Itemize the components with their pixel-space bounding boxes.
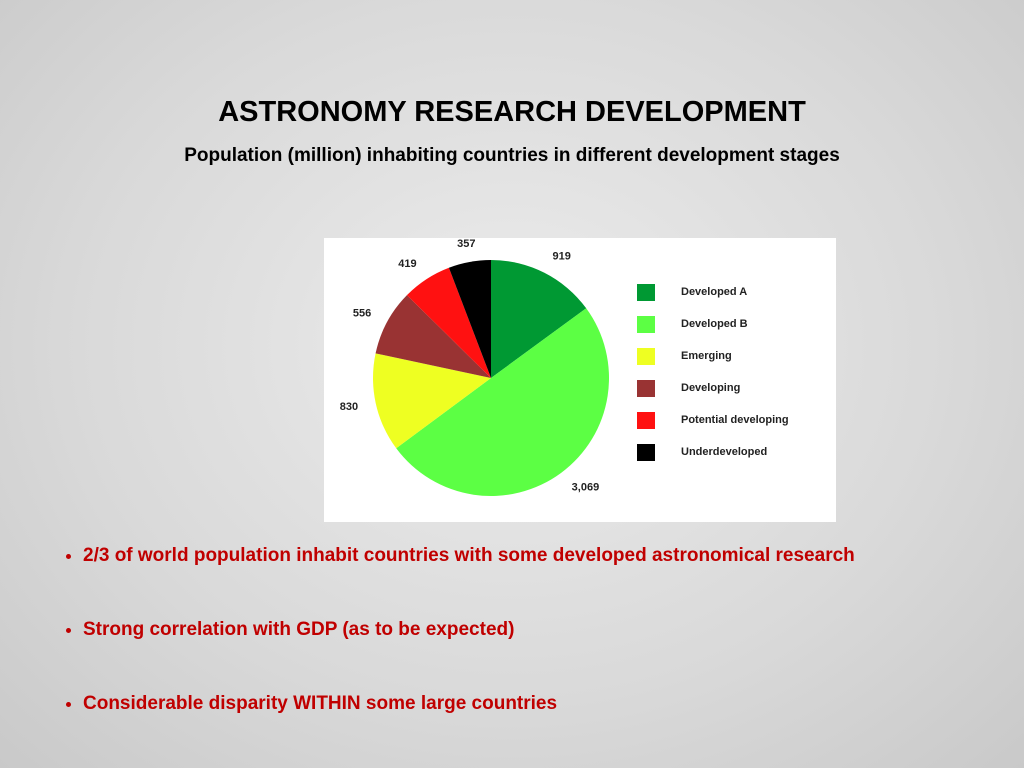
pie-slice (396, 308, 609, 496)
legend-label: Developed B (681, 318, 748, 330)
pie-slice (491, 260, 587, 378)
bullet: Strong correlation with GDP (as to be ex… (83, 614, 963, 645)
legend-label: Potential developing (681, 414, 789, 426)
legend-swatch (637, 348, 655, 365)
legend-swatch (637, 284, 655, 301)
legend-swatch (637, 412, 655, 429)
legend-label: Developing (681, 382, 740, 394)
data-label: 357 (457, 238, 475, 250)
legend-swatch (637, 316, 655, 333)
slide-title: ASTRONOMY RESEARCH DEVELOPMENT (218, 96, 806, 128)
legend-label: Underdeveloped (681, 446, 767, 458)
pie-slice (406, 267, 491, 378)
legend-label: Developed A (681, 286, 747, 298)
data-label: 556 (353, 307, 371, 319)
data-label: 919 (553, 251, 571, 263)
chart: 919 Developed A 3,069 Developed B 830 Emergin… (324, 238, 836, 522)
legend-label: Emerging (681, 350, 732, 362)
bullet: 2/3 of world population inhabit countrie… (83, 540, 963, 571)
pie-slice (373, 353, 491, 449)
legend-swatch (637, 380, 655, 397)
pie-slice (375, 295, 491, 378)
pie-slice (448, 260, 491, 378)
data-label: 3,069 (572, 481, 600, 493)
data-label: 419 (398, 258, 416, 270)
slide-subtitle: Population (million) inhabiting countrie… (184, 145, 840, 166)
bullet: Considerable disparity WITHIN some large… (83, 688, 963, 719)
bullet-list: 2/3 of world population inhabit countrie… (38, 540, 963, 762)
legend-swatch (637, 444, 655, 461)
data-label: 830 (340, 401, 358, 413)
